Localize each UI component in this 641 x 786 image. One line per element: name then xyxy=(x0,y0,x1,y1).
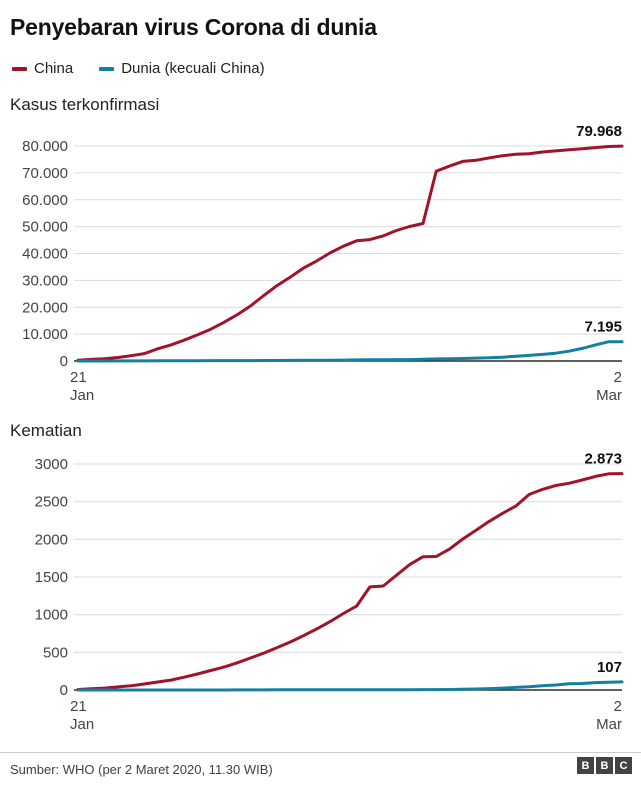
y-tick-label: 1500 xyxy=(35,569,68,586)
x-tick-label: 21 xyxy=(70,369,87,386)
x-tick-label: 21 xyxy=(70,698,87,715)
x-tick-label: 2 xyxy=(614,698,622,715)
series-line-china xyxy=(76,472,624,691)
bbc-logo-block-2: B xyxy=(596,757,613,774)
y-tick-label: 0 xyxy=(60,353,68,370)
bbc-logo-block-1: B xyxy=(577,757,594,774)
china-swatch-icon xyxy=(12,66,27,71)
y-tick-label: 70.000 xyxy=(22,165,68,182)
bbc-logo-block-3: C xyxy=(615,757,632,774)
y-tick-label: 10.000 xyxy=(22,326,68,343)
end-value-label-china: 79.968 xyxy=(576,123,622,140)
y-tick-label: 1000 xyxy=(35,607,68,624)
series-line-world xyxy=(76,680,624,692)
y-tick-label: 30.000 xyxy=(22,272,68,289)
chart-title-confirmed-cases: Kasus terkonfirmasi xyxy=(10,95,160,114)
legend-item-world: Dunia (kecuali China) xyxy=(99,60,265,77)
legend: China Dunia (kecuali China) xyxy=(12,60,265,77)
y-tick-label: 20.000 xyxy=(22,299,68,316)
end-value-label-china: 2.873 xyxy=(584,451,622,468)
end-value-label-world: 7.195 xyxy=(584,319,622,336)
footer-divider xyxy=(0,752,641,753)
confirmed-cases-chart: 0 10.000 20.000 30.000 40.000 50.000 60.000 70.… xyxy=(22,123,624,404)
bbc-logo: B B C xyxy=(577,757,632,774)
y-tick-label: 50.000 xyxy=(22,219,68,236)
series-line-world xyxy=(76,340,624,363)
end-value-label-world: 107 xyxy=(597,659,622,676)
x-tick-label: 2 xyxy=(614,369,622,386)
legend-label-world: Dunia (kecuali China) xyxy=(121,60,265,77)
x-tick-label: Mar xyxy=(596,387,622,404)
series-line-china xyxy=(76,144,624,362)
y-tick-label: 60.000 xyxy=(22,192,68,209)
legend-label-china: China xyxy=(34,60,74,77)
chart-title-deaths: Kematian xyxy=(10,421,82,440)
y-tick-label: 2500 xyxy=(35,494,68,511)
source-text: Sumber: WHO (per 2 Maret 2020, 11.30 WIB… xyxy=(10,762,273,777)
world-swatch-icon xyxy=(99,66,115,71)
legend-item-china: China xyxy=(12,60,73,77)
page-title: Penyebaran virus Corona di dunia xyxy=(10,14,377,40)
y-tick-label: 2000 xyxy=(35,531,68,548)
y-tick-label: 0 xyxy=(60,682,68,699)
y-tick-label: 80.000 xyxy=(22,138,68,155)
x-tick-label: Jan xyxy=(70,716,94,733)
y-tick-label: 40.000 xyxy=(22,246,68,263)
y-tick-label: 500 xyxy=(43,644,68,661)
y-tick-label: 3000 xyxy=(35,456,68,473)
x-tick-label: Jan xyxy=(70,387,94,404)
x-tick-label: Mar xyxy=(596,716,622,733)
